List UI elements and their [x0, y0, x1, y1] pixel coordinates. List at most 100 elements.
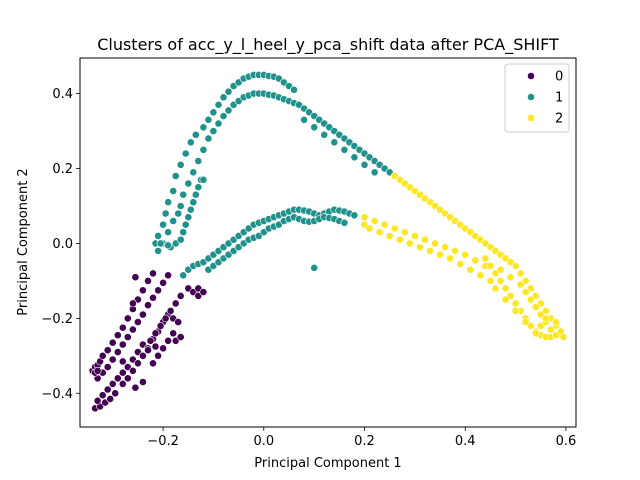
data-point-cluster-0	[146, 336, 155, 345]
data-point-cluster-2	[541, 314, 550, 323]
data-point-cluster-2	[456, 260, 465, 268]
data-point-cluster-0	[164, 336, 172, 345]
data-point-cluster-0	[151, 342, 160, 351]
data-point-cluster-2	[521, 318, 530, 326]
data-point-cluster-1	[204, 134, 213, 143]
y-axis: −0.4 −0.2 0.0 0.2 0.4	[41, 87, 80, 402]
data-point-cluster-0	[93, 366, 102, 375]
data-point-cluster-2	[486, 261, 495, 270]
data-point-cluster-0	[169, 329, 178, 338]
data-point-cluster-1	[330, 138, 339, 147]
data-point-cluster-1	[191, 190, 200, 199]
legend-marker-0	[527, 72, 535, 80]
data-point-cluster-2	[415, 243, 424, 252]
data-point-cluster-2	[506, 273, 515, 282]
x-tick-label: −0.2	[147, 434, 179, 449]
legend-marker-1	[527, 93, 535, 101]
data-point-cluster-1	[194, 183, 203, 192]
data-point-cluster-2	[360, 213, 369, 222]
data-point-cluster-1	[179, 228, 188, 237]
data-point-cluster-1	[360, 160, 369, 169]
data-point-cluster-2	[410, 231, 419, 240]
data-point-cluster-0	[156, 321, 165, 330]
data-point-cluster-0	[149, 293, 157, 302]
data-point-cluster-0	[161, 314, 170, 323]
y-tick-label: 0.4	[52, 87, 73, 102]
x-axis-label: Principal Component 1	[254, 456, 401, 471]
data-point-cluster-0	[113, 348, 122, 356]
data-point-cluster-1	[310, 123, 319, 132]
data-point-cluster-0	[131, 273, 140, 282]
data-point-cluster-2	[370, 217, 379, 225]
y-tick-label: 0.2	[52, 162, 73, 177]
y-tick-label: −0.4	[41, 387, 73, 402]
data-point-cluster-1	[184, 179, 193, 188]
data-point-cluster-1	[184, 213, 193, 222]
data-point-cluster-2	[521, 288, 530, 296]
data-point-cluster-1	[219, 93, 228, 102]
data-point-cluster-1	[310, 263, 319, 272]
data-point-cluster-0	[144, 301, 152, 310]
legend-label-0: 0	[555, 70, 563, 85]
data-point-cluster-0	[159, 344, 167, 353]
data-point-cluster-1	[290, 85, 298, 94]
legend-box	[504, 63, 570, 133]
data-point-cluster-1	[300, 115, 308, 124]
data-point-cluster-1	[181, 149, 190, 158]
data-point-cluster-0	[174, 318, 183, 326]
data-point-cluster-2	[466, 265, 475, 274]
plot-frame	[79, 57, 577, 428]
data-point-cluster-1	[370, 168, 379, 177]
data-point-cluster-0	[106, 394, 115, 403]
data-point-cluster-2	[501, 295, 510, 304]
data-point-cluster-0	[131, 383, 140, 392]
data-point-cluster-1	[171, 172, 180, 180]
data-point-cluster-2	[451, 246, 459, 255]
data-point-cluster-1	[169, 187, 178, 195]
data-point-cluster-1	[214, 100, 223, 109]
data-point-cluster-2	[431, 239, 439, 248]
data-point-cluster-2	[526, 295, 535, 304]
data-point-cluster-0	[118, 340, 127, 349]
data-point-cluster-0	[138, 310, 147, 319]
x-tick-label: 0.6	[556, 434, 577, 449]
data-point-cluster-0	[166, 306, 175, 315]
data-point-cluster-1	[174, 209, 183, 218]
data-point-cluster-0	[123, 333, 132, 341]
data-point-cluster-2	[375, 228, 384, 237]
data-point-cluster-0	[128, 366, 137, 375]
data-point-cluster-1	[224, 87, 233, 96]
data-point-cluster-2	[481, 254, 490, 263]
data-point-cluster-1	[320, 130, 329, 139]
data-point-cluster-0	[103, 346, 112, 355]
data-point-cluster-1	[176, 160, 185, 169]
data-point-cluster-0	[138, 351, 147, 360]
data-point-cluster-0	[98, 351, 107, 360]
data-point-cluster-0	[133, 318, 142, 326]
data-point-cluster-2	[552, 318, 560, 326]
data-point-cluster-1	[169, 217, 178, 225]
data-point-cluster-2	[380, 220, 389, 229]
legend-marker-2	[527, 114, 535, 122]
data-point-cluster-0	[149, 269, 157, 278]
legend-label-2: 2	[555, 112, 563, 127]
data-point-cluster-1	[164, 241, 172, 250]
data-point-cluster-1	[164, 228, 172, 237]
data-point-cluster-1	[340, 218, 349, 227]
data-point-cluster-0	[108, 379, 117, 388]
data-point-cluster-0	[176, 291, 185, 300]
data-point-cluster-1	[350, 153, 359, 162]
data-point-cluster-2	[471, 256, 480, 265]
data-point-cluster-0	[118, 379, 127, 388]
data-point-cluster-1	[176, 235, 185, 244]
data-point-cluster-1	[214, 119, 223, 128]
data-point-cluster-2	[496, 276, 505, 285]
data-point-cluster-0	[111, 389, 120, 398]
data-point-cluster-1	[186, 138, 195, 147]
data-point-cluster-1	[209, 127, 218, 136]
data-point-cluster-0	[144, 276, 152, 285]
data-point-cluster-0	[133, 359, 142, 368]
data-point-cluster-1	[189, 198, 198, 207]
data-point-cluster-0	[199, 288, 208, 296]
data-point-cluster-1	[159, 220, 167, 229]
